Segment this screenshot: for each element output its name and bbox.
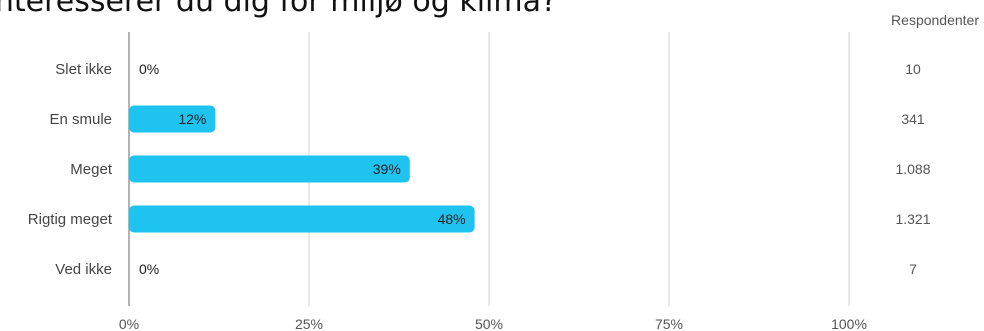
respondents-column: Respondenter 10 341 1.088 1.321 7 [891, 12, 979, 277]
bar [129, 205, 475, 233]
respondents-value: 1.088 [895, 161, 930, 177]
bars [129, 105, 475, 233]
x-tick-label: 50% [475, 316, 503, 331]
category-labels: Slet ikke En smule Meget Rigtig meget Ved ik… [28, 61, 113, 278]
data-label: 12% [178, 111, 206, 127]
chart-title: Interesserer du dig for miljø og klima? [0, 0, 557, 19]
category-label: Ved ikke [55, 261, 112, 278]
x-tick-label: 100% [831, 316, 867, 331]
x-tick-label: 0% [119, 316, 139, 331]
category-label: En smule [49, 111, 112, 128]
data-label: 48% [438, 211, 466, 227]
x-axis-tick-labels: 0% 25% 50% 75% 100% [119, 316, 867, 331]
respondents-value: 1.321 [895, 211, 930, 227]
data-label: 39% [373, 161, 401, 177]
respondents-value: 10 [905, 61, 921, 77]
respondents-value: 341 [901, 111, 925, 127]
bar [129, 155, 410, 183]
value-labels: 0% 12% 39% 48% 0% [139, 61, 466, 277]
data-label: 0% [139, 61, 159, 77]
category-label: Meget [70, 161, 113, 178]
data-label: 0% [139, 261, 159, 277]
category-label: Slet ikke [55, 61, 112, 78]
bar [129, 105, 216, 133]
x-tick-label: 75% [655, 316, 683, 331]
category-label: Rigtig meget [28, 211, 113, 228]
respondents-value: 7 [909, 261, 917, 277]
respondents-header: Respondenter [891, 12, 979, 28]
x-tick-label: 25% [295, 316, 323, 331]
